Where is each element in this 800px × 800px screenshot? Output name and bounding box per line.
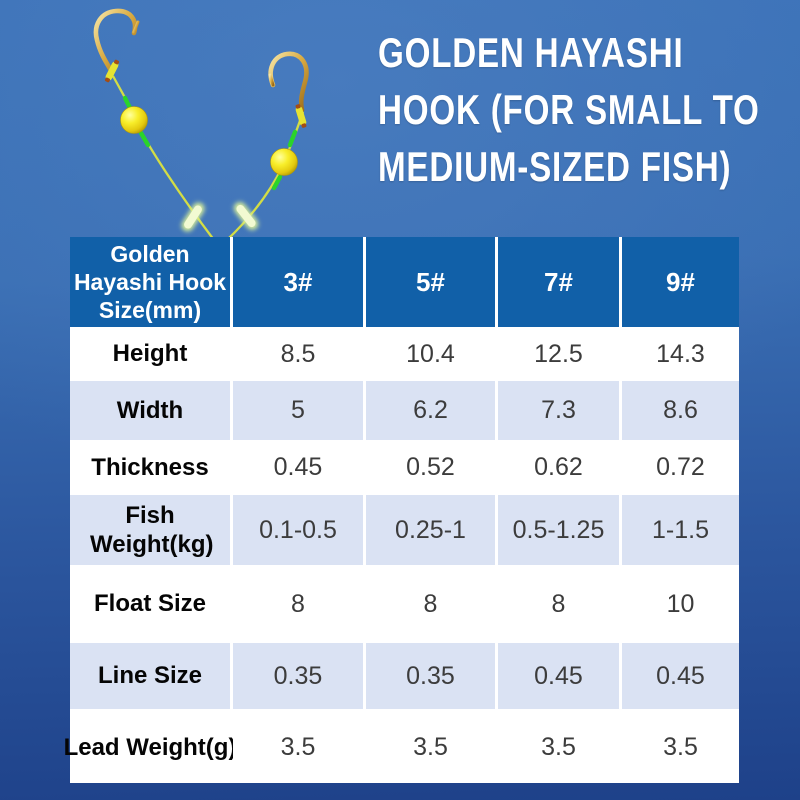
- table-row-height: Height 8.5 10.4 12.5 14.3: [70, 330, 739, 378]
- table-header-size-label: Golden Hayashi Hook Size(mm): [70, 237, 230, 327]
- fishing-hook-icon-right: [268, 51, 309, 113]
- table-cell: 7.3: [498, 381, 619, 440]
- row-label: Fish Weight(kg): [70, 495, 230, 565]
- table-cell: 1-1.5: [622, 495, 739, 565]
- right-strand: [226, 51, 309, 241]
- table-header-col-5: 5#: [366, 237, 495, 327]
- table-cell: 0.62: [498, 443, 619, 492]
- float-bead-right: [270, 148, 298, 176]
- table-cell: 3.5: [233, 712, 363, 783]
- title-line-1: GOLDEN HAYASHI: [378, 29, 684, 76]
- table-row-fish-weight: Fish Weight(kg) 0.1-0.5 0.25-1 0.5-1.25 …: [70, 495, 739, 565]
- table-cell: 3.5: [366, 712, 495, 783]
- knot-wrap-right: [295, 104, 307, 128]
- row-label: Height: [70, 330, 230, 378]
- table-cell: 10: [622, 568, 739, 640]
- table-cell: 0.35: [233, 643, 363, 709]
- line-stop-green-right-lower: [271, 174, 283, 191]
- table-cell: 0.5-1.25: [498, 495, 619, 565]
- title-line-2: HOOK (FOR SMALL TO: [378, 86, 760, 133]
- glow-tube-left: [181, 202, 205, 232]
- table-cell: 3.5: [498, 712, 619, 783]
- fishing-hook-icon-left: [93, 8, 138, 75]
- table-cell: 0.35: [366, 643, 495, 709]
- table-cell: 0.72: [622, 443, 739, 492]
- hook-barb-left: [132, 20, 140, 34]
- product-title: GOLDEN HAYASHI HOOK (FOR SMALL TO MEDIUM…: [378, 24, 800, 195]
- float-bead-left: [120, 106, 148, 134]
- table-cell: 8: [233, 568, 363, 640]
- table-row-float-size: Float Size 8 8 8 10: [70, 568, 739, 640]
- table-cell: 0.25-1: [366, 495, 495, 565]
- table-header-row: Golden Hayashi Hook Size(mm) 3# 5# 7# 9#: [70, 237, 739, 327]
- table-cell: 0.45: [622, 643, 739, 709]
- table-cell: 12.5: [498, 330, 619, 378]
- glow-tube-right: [233, 202, 259, 230]
- product-rig-image: [93, 8, 309, 241]
- table-cell: 8: [366, 568, 495, 640]
- header-label-line: Golden: [110, 241, 190, 267]
- line-stop-green-right-upper: [287, 129, 298, 148]
- table-cell: 6.2: [366, 381, 495, 440]
- table-cell: 14.3: [622, 330, 739, 378]
- table-cell: 0.1-0.5: [233, 495, 363, 565]
- row-label: Line Size: [70, 643, 230, 709]
- table-row-lead-weight: Lead Weight(g) 3.5 3.5 3.5 3.5: [64, 712, 739, 783]
- table-cell: 8.6: [622, 381, 739, 440]
- table-row-thickness: Thickness 0.45 0.52 0.62 0.72: [70, 443, 739, 492]
- header-label-line: Hayashi Hook: [73, 269, 227, 295]
- spec-table: Golden Hayashi Hook Size(mm) 3# 5# 7# 9#…: [64, 237, 739, 783]
- hook-barb-right: [268, 73, 275, 87]
- table-header-col-3: 3#: [233, 237, 363, 327]
- knot-wrap-left: [104, 59, 120, 83]
- table-row-width: Width 5 6.2 7.3 8.6: [70, 381, 739, 440]
- table-cell: 0.45: [233, 443, 363, 492]
- left-strand: [93, 8, 215, 241]
- row-label: Thickness: [70, 443, 230, 492]
- row-label: Float Size: [70, 568, 230, 640]
- table-cell: 10.4: [366, 330, 495, 378]
- title-line-3: MEDIUM-SIZED FISH): [378, 143, 732, 190]
- table-cell: 0.52: [366, 443, 495, 492]
- line-stop-green-left-lower: [138, 130, 151, 148]
- row-label: Width: [70, 381, 230, 440]
- table-cell: 5: [233, 381, 363, 440]
- table-cell: 8: [498, 568, 619, 640]
- table-row-line-size: Line Size 0.35 0.35 0.45 0.45: [70, 643, 739, 709]
- fishing-line-right: [226, 111, 305, 241]
- table-header-col-7: 7#: [498, 237, 619, 327]
- table-cell: 0.45: [498, 643, 619, 709]
- table-cell: 3.5: [622, 712, 739, 783]
- table-cell: 8.5: [233, 330, 363, 378]
- header-label-line: Size(mm): [98, 297, 202, 323]
- table-header-col-9: 9#: [622, 237, 739, 327]
- row-label: Lead Weight(g): [64, 712, 236, 783]
